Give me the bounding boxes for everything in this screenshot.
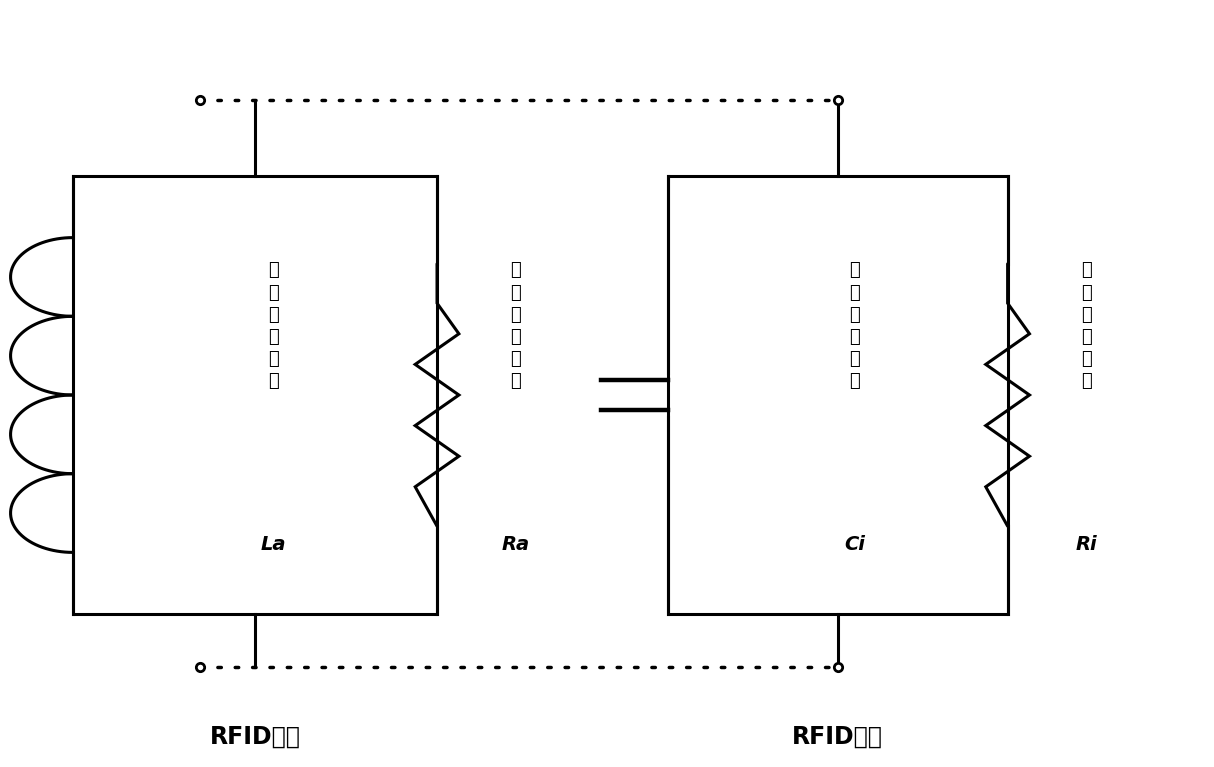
Text: RFID天线: RFID天线 [210,724,300,749]
Text: Ci: Ci [844,535,866,554]
Bar [668,176,1008,614]
Text: 芯
片
等
效
电
阻: 芯 片 等 效 电 阻 [1082,262,1091,390]
Text: RFID芯片: RFID芯片 [793,724,883,749]
Text: 天
线
等
效
电
感: 天 线 等 效 电 感 [268,262,278,390]
Text: 天
线
等
效
电
阻: 天 线 等 效 电 阻 [511,262,521,390]
Text: Ri: Ri [1076,535,1097,554]
Text: Ra: Ra [501,535,531,554]
Text: La: La [260,535,287,554]
Text: 芯
片
等
效
电
容: 芯 片 等 效 电 容 [850,262,860,390]
Bar [73,176,437,614]
